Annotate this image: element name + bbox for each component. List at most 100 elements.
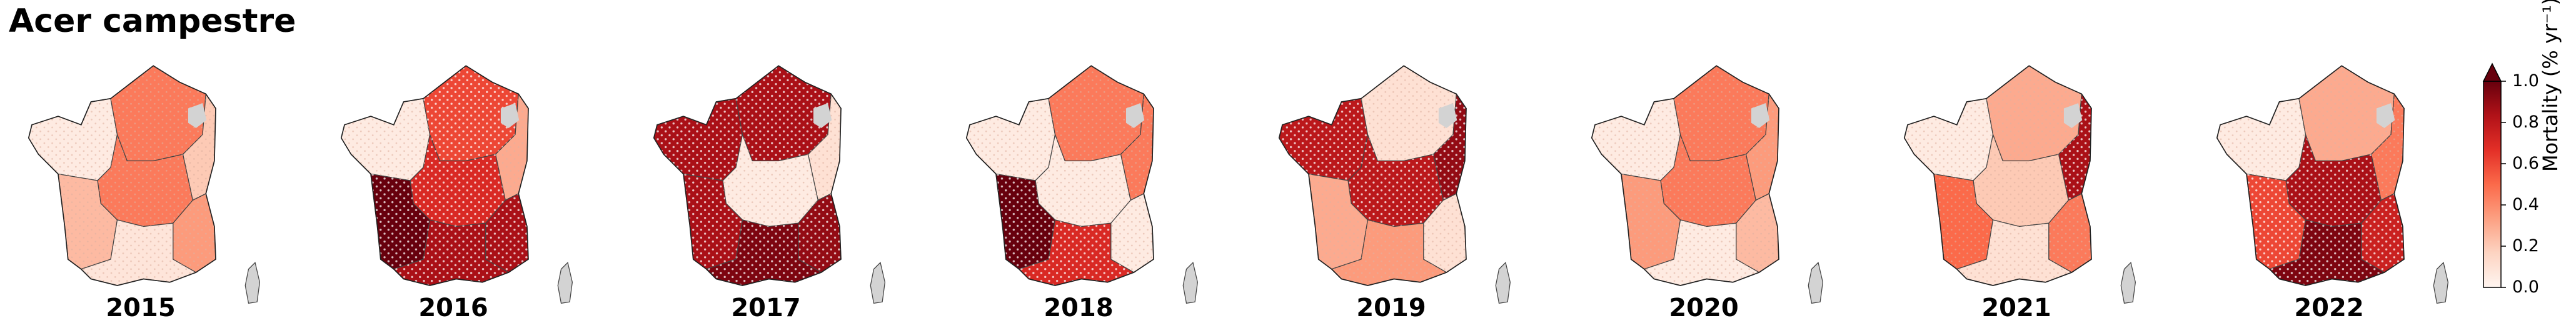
region-corsica [1495, 262, 1511, 304]
colorbar-tick-label: 0.4 [2512, 195, 2539, 214]
region-hatch [1309, 174, 1368, 269]
colorbar-tick-label: 0.6 [2512, 154, 2539, 173]
region-hatch [1621, 174, 1681, 269]
country-outline [1903, 65, 2092, 286]
colorbar-tick-label: 0.8 [2512, 112, 2539, 132]
country-outline [965, 65, 1154, 286]
year-label: 2022 [2294, 294, 2364, 322]
region-hatch [393, 220, 509, 286]
region-hatch [2216, 98, 2306, 181]
region-corsica [2433, 262, 2448, 304]
map-2022 [2216, 65, 2448, 304]
region-hatch [996, 174, 1055, 269]
region-hatch [1433, 94, 1466, 201]
region-hatch [495, 94, 528, 201]
region-hatch [653, 98, 743, 181]
no-data-region [2063, 103, 2083, 128]
year-label: 2016 [418, 294, 488, 322]
colorbar-tick-label: 0.2 [2512, 236, 2539, 256]
region-corsica [2120, 262, 2136, 304]
region-corsica [1808, 262, 1823, 304]
region-corsica [557, 262, 573, 304]
region-hatch [173, 194, 216, 272]
country-outline [1591, 65, 1779, 286]
region-hatch [808, 94, 841, 201]
region-hatch [1956, 220, 2072, 286]
region-hatch [1348, 134, 1444, 227]
region-hatch [371, 174, 430, 269]
region-hatch [1591, 98, 1681, 181]
no-data-region [188, 103, 207, 128]
map-2021 [1903, 65, 2136, 304]
no-data-region [813, 103, 832, 128]
page-title: Acer campestre [9, 2, 296, 40]
colorbar-bar [2483, 81, 2502, 288]
region-hatch [723, 134, 818, 227]
region-hatch [1736, 194, 1779, 272]
region-hatch [485, 194, 528, 272]
region-hatch [410, 134, 506, 227]
map-2019 [1278, 65, 1511, 304]
region-hatch [1644, 220, 1759, 286]
colorbar [2482, 62, 2506, 288]
region-hatch [736, 66, 832, 161]
region-hatch [2371, 94, 2404, 201]
year-label: 2015 [106, 294, 176, 322]
region-corsica [1182, 262, 1198, 304]
region-hatch [966, 98, 1055, 181]
region-hatch [1120, 94, 1154, 201]
region-hatch [111, 66, 206, 161]
region-hatch [2048, 194, 2091, 272]
year-label: 2017 [731, 294, 801, 322]
region-hatch [798, 194, 841, 272]
region-hatch [341, 98, 430, 181]
year-label: 2018 [1044, 294, 1114, 322]
region-hatch [1986, 66, 2082, 161]
colorbar-label: Mortality (% yr⁻¹) [2538, 0, 2562, 172]
region-hatch [1973, 134, 2069, 227]
map-2017 [653, 65, 885, 304]
country-outline [28, 65, 216, 286]
region-hatch [1331, 220, 1447, 286]
region-corsica [244, 262, 260, 304]
country-outline [1278, 65, 1467, 286]
region-hatch [1035, 134, 1131, 227]
no-data-region [1438, 103, 1457, 128]
colorbar-extend-arrow [2482, 62, 2502, 82]
region-hatch [1279, 98, 1368, 181]
region-hatch [1674, 66, 1769, 161]
map-2018 [965, 65, 1198, 304]
region-hatch [2299, 66, 2395, 161]
region-hatch [2246, 174, 2306, 269]
region-hatch [58, 174, 118, 269]
region-corsica [870, 262, 885, 304]
region-hatch [1746, 94, 1779, 201]
region-hatch [1661, 134, 1756, 227]
region-hatch [2361, 194, 2404, 272]
country-outline [2216, 65, 2405, 286]
country-outline [653, 65, 842, 286]
region-hatch [1110, 194, 1154, 272]
region-hatch [1049, 66, 1144, 161]
year-label: 2020 [1669, 294, 1739, 322]
region-hatch [81, 220, 196, 286]
no-data-region [1125, 103, 1145, 128]
region-hatch [1934, 174, 1993, 269]
region-hatch [28, 98, 118, 181]
year-label: 2019 [1356, 294, 1426, 322]
region-hatch [183, 94, 216, 201]
region-hatch [98, 134, 193, 227]
no-data-region [500, 103, 520, 128]
map-2020 [1591, 65, 1823, 304]
region-hatch [683, 174, 743, 269]
region-hatch [2286, 134, 2382, 227]
map-2016 [340, 65, 573, 304]
region-hatch [1019, 220, 1134, 286]
colorbar-tick-label: 0.0 [2512, 277, 2539, 297]
region-hatch [706, 220, 822, 286]
no-data-region [2376, 103, 2395, 128]
region-hatch [2269, 220, 2385, 286]
region-hatch [423, 66, 519, 161]
no-data-region [1751, 103, 1770, 128]
